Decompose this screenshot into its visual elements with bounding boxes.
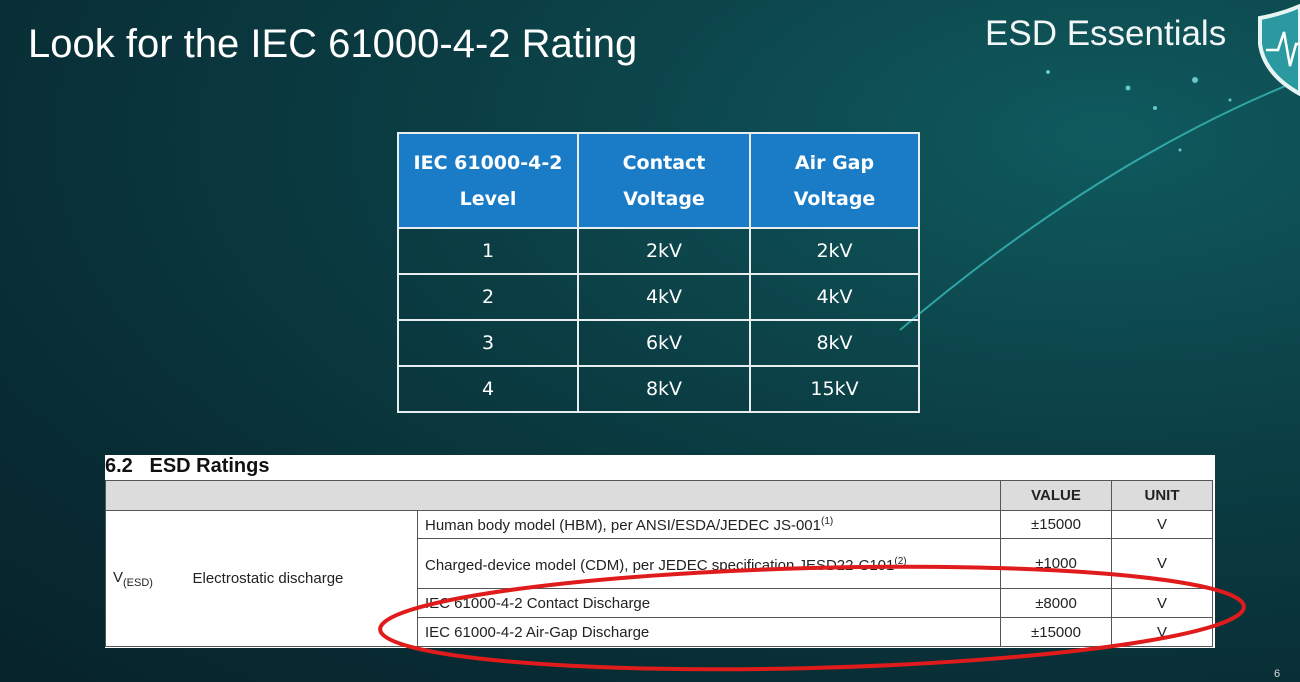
table-row: V(ESD) Electrostatic discharge Human bod… (105, 510, 1213, 647)
parameter: Electrostatic discharge (185, 510, 418, 647)
table-row: 4 8kV 15kV (397, 365, 920, 413)
table-row: 1 2kV 2kV (397, 227, 920, 275)
esd-ratings-excerpt: 6.2 ESD Ratings VALUE UNIT V(ESD) Electro… (105, 455, 1215, 648)
section-heading: 6.2 ESD Ratings (105, 455, 270, 477)
header-value: VALUE (1000, 480, 1112, 511)
symbol: V(ESD) (105, 510, 186, 647)
shield-heartbeat-logo-icon (1258, 4, 1300, 96)
esd-ratings-table: VALUE UNIT V(ESD) Electrostatic discharge… (105, 480, 1213, 647)
header-unit: UNIT (1111, 480, 1213, 511)
header-level: IEC 61000-4-2 Level (397, 132, 579, 229)
table-row: 2 4kV 4kV (397, 273, 920, 321)
iec-level-table: IEC 61000-4-2 Level Contact Voltage Air Ga… (397, 132, 920, 413)
header-air-gap-voltage: Air Gap Voltage (749, 132, 920, 229)
page-number: 6 (1274, 668, 1281, 680)
slide-title: Look for the IEC 61000-4-2 Rating (28, 22, 638, 66)
brand-name: ESD Essentials (985, 14, 1227, 53)
table-row: 3 6kV 8kV (397, 319, 920, 367)
header-contact-voltage: Contact Voltage (577, 132, 751, 229)
